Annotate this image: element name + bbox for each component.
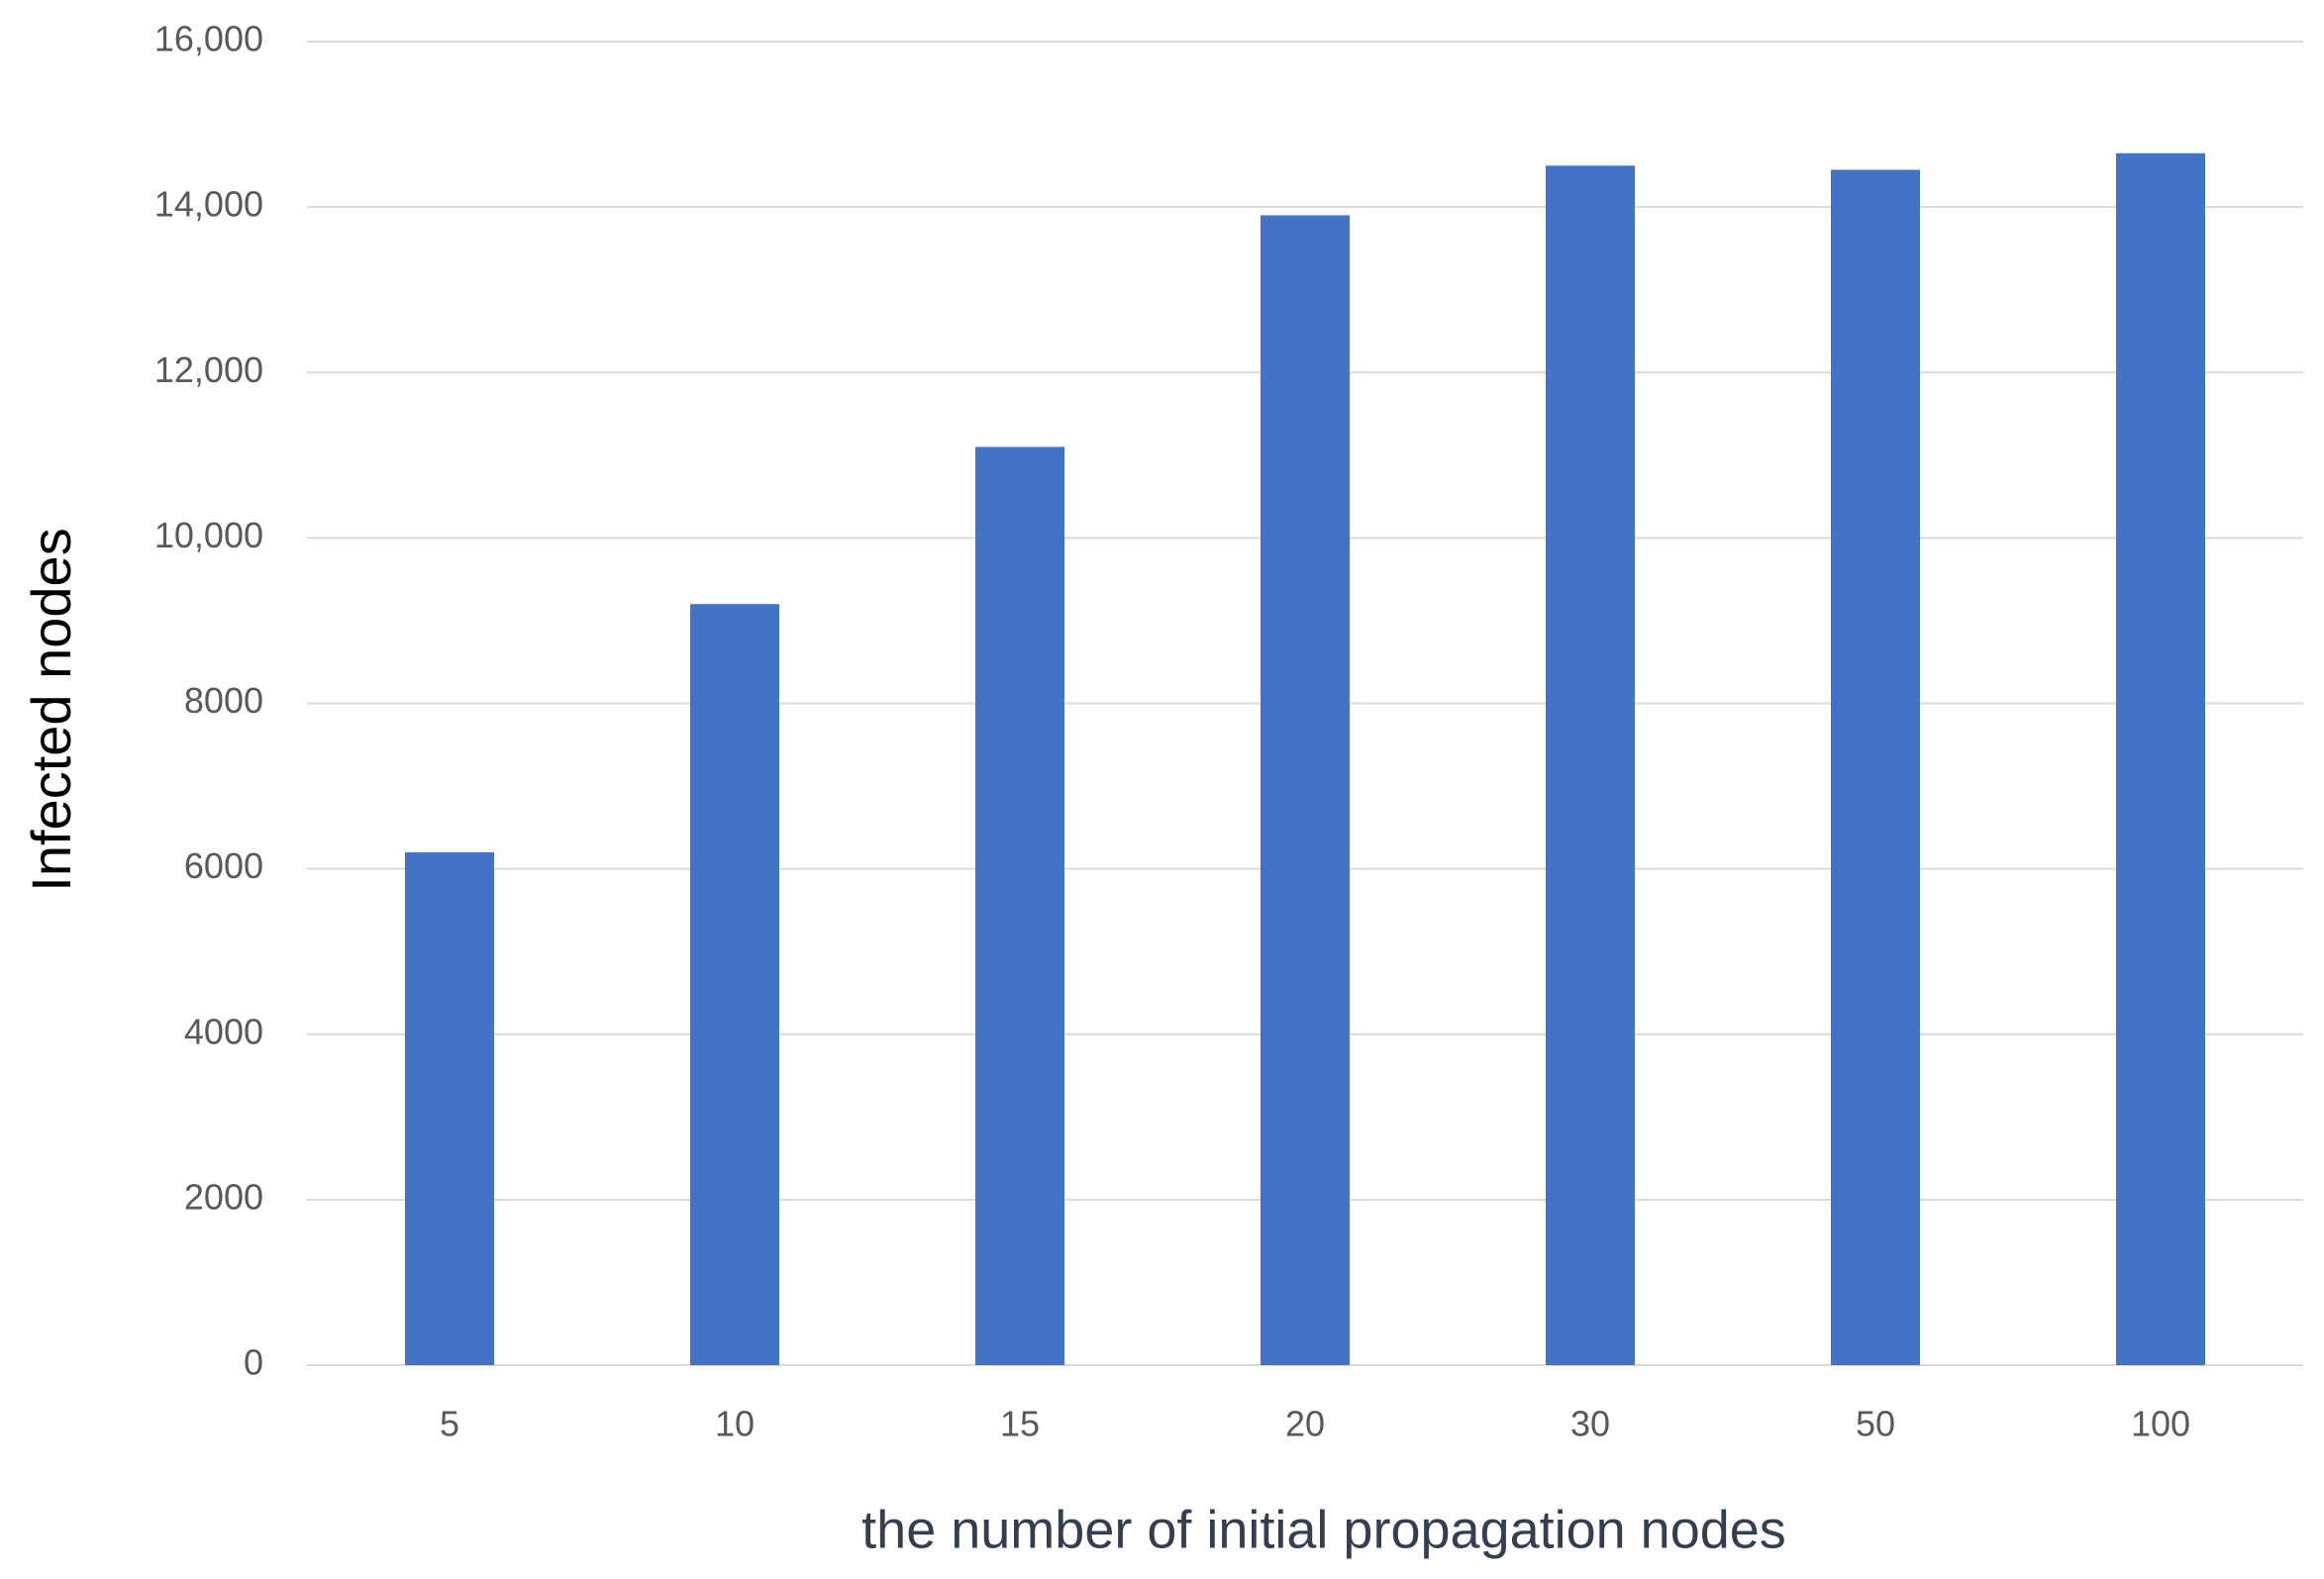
y-axis-title: Infected nodes [20, 528, 82, 891]
x-tick-label: 5 [440, 1404, 459, 1444]
bar [1546, 165, 1635, 1365]
bar [405, 851, 494, 1365]
bar [690, 604, 779, 1365]
x-tick-label: 100 [2131, 1404, 2190, 1444]
bar [1831, 169, 1920, 1366]
y-tick-label: 6000 [184, 845, 263, 886]
x-tick-label: 20 [1285, 1404, 1325, 1444]
y-tick-label: 16,000 [154, 19, 263, 59]
y-tick-label: 12,000 [154, 349, 263, 390]
x-tick-label: 30 [1570, 1404, 1610, 1444]
x-tick-label: 15 [1000, 1404, 1040, 1444]
bar [975, 446, 1064, 1365]
y-tick-label: 0 [244, 1342, 263, 1383]
y-tick-label: 14,000 [154, 184, 263, 225]
y-tick-label: 8000 [184, 680, 263, 721]
y-tick-label: 4000 [184, 1011, 263, 1051]
x-tick-label: 50 [1856, 1404, 1895, 1444]
x-axis-title: the number of initial propagation nodes [861, 1500, 1786, 1559]
x-tick-label: 10 [715, 1404, 755, 1444]
bar [1261, 215, 1350, 1366]
bar [2116, 152, 2205, 1366]
y-tick-label: 2000 [184, 1176, 263, 1217]
y-tick-label: 10,000 [154, 515, 263, 555]
